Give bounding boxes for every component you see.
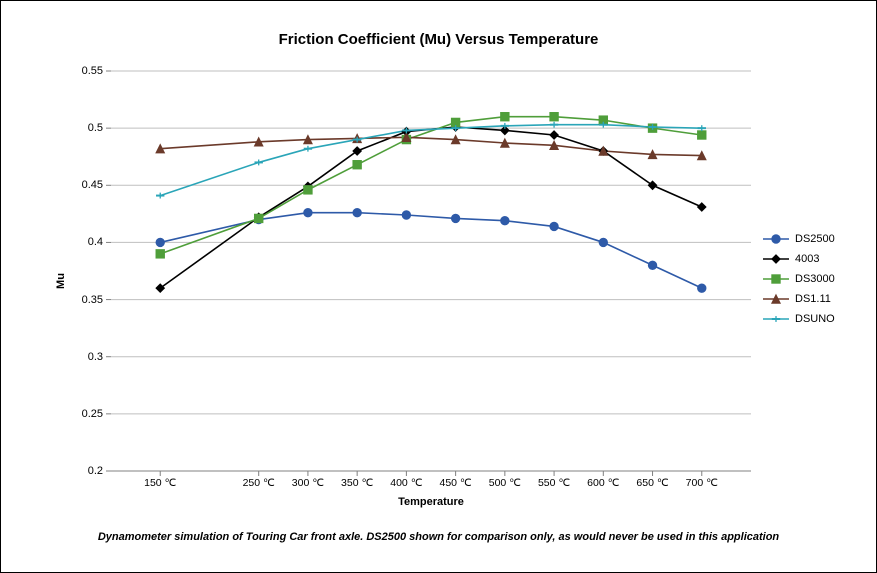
y-tick-label: 0.35 bbox=[82, 294, 111, 306]
y-tick-label: 0.45 bbox=[82, 179, 111, 191]
y-tick-label: 0.2 bbox=[88, 465, 111, 477]
x-tick-label: 600 ℃ bbox=[587, 471, 619, 489]
legend-label: DSUNO bbox=[795, 313, 835, 325]
y-tick-label: 0.4 bbox=[88, 236, 111, 248]
legend-label: DS3000 bbox=[795, 273, 835, 285]
x-tick-label: 700 ℃ bbox=[686, 471, 718, 489]
legend-label: DS2500 bbox=[795, 233, 835, 245]
y-tick-label: 0.5 bbox=[88, 122, 111, 134]
chart-caption: Dynamometer simulation of Touring Car fr… bbox=[1, 531, 876, 543]
legend-swatch bbox=[763, 292, 789, 306]
x-tick-label: 150 ℃ bbox=[144, 471, 176, 489]
chart-frame: Friction Coefficient (Mu) Versus Tempera… bbox=[0, 0, 877, 573]
legend-item: DS1.11 bbox=[763, 291, 835, 307]
legend-item: 4003 bbox=[763, 251, 835, 267]
legend-label: 4003 bbox=[795, 253, 819, 265]
x-tick-label: 350 ℃ bbox=[341, 471, 373, 489]
x-axis-label: Temperature bbox=[398, 496, 464, 508]
legend-swatch bbox=[763, 312, 789, 326]
x-tick-label: 300 ℃ bbox=[292, 471, 324, 489]
x-tick-label: 550 ℃ bbox=[538, 471, 570, 489]
x-tick-label: 650 ℃ bbox=[636, 471, 668, 489]
x-tick-label: 400 ℃ bbox=[390, 471, 422, 489]
legend-item: DSUNO bbox=[763, 311, 835, 327]
legend-item: DS2500 bbox=[763, 231, 835, 247]
legend-label: DS1.11 bbox=[795, 293, 831, 305]
plot-svg bbox=[111, 71, 751, 471]
y-tick-label: 0.25 bbox=[82, 408, 111, 420]
legend: DS2500 4003 DS3000 DS1.11 DSUNO bbox=[763, 231, 835, 331]
x-tick-label: 500 ℃ bbox=[489, 471, 521, 489]
y-tick-label: 0.55 bbox=[82, 65, 111, 77]
legend-swatch bbox=[763, 272, 789, 286]
legend-swatch bbox=[763, 252, 789, 266]
y-axis-label: Mu bbox=[55, 273, 67, 289]
legend-swatch bbox=[763, 232, 789, 246]
plot-area: 0.20.250.30.350.40.450.50.55150 ℃250 ℃30… bbox=[111, 71, 751, 471]
x-tick-label: 450 ℃ bbox=[439, 471, 471, 489]
y-tick-label: 0.3 bbox=[88, 351, 111, 363]
legend-item: DS3000 bbox=[763, 271, 835, 287]
chart-title: Friction Coefficient (Mu) Versus Tempera… bbox=[1, 31, 876, 48]
x-tick-label: 250 ℃ bbox=[243, 471, 275, 489]
